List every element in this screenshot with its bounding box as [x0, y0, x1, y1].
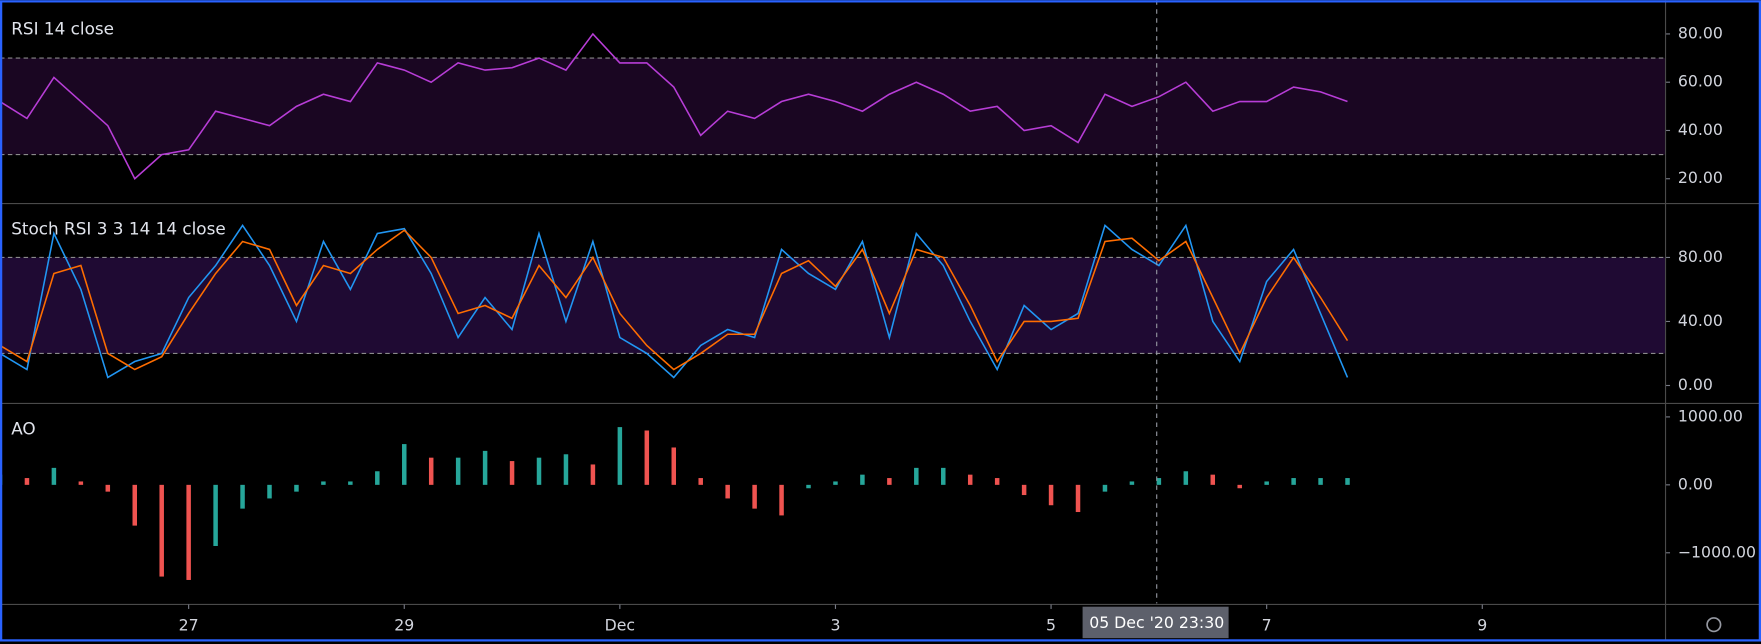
histogram-bar	[402, 444, 407, 485]
histogram-bar	[1291, 478, 1296, 485]
histogram-bar	[725, 484, 730, 499]
x-tick-label: 5	[1046, 615, 1056, 634]
pane-title: Stoch RSI 3 3 14 14 close	[11, 218, 226, 238]
band	[0, 257, 1666, 354]
y-tick-label: −1000.00	[1678, 542, 1756, 561]
line-series	[0, 32, 1348, 180]
histogram-bar	[186, 484, 191, 580]
y-tick-label: 40.00	[1678, 311, 1723, 330]
histogram-bar	[536, 457, 542, 485]
histogram-bar	[833, 481, 838, 485]
histogram-bar	[752, 484, 757, 509]
histogram-bar	[348, 481, 353, 485]
y-tick-label: 80.00	[1678, 23, 1723, 42]
histogram-bar	[617, 427, 623, 485]
crosshair-label-bg	[1082, 606, 1229, 639]
histogram-bar	[294, 484, 299, 492]
line-series	[0, 229, 1349, 371]
histogram-bar	[321, 481, 326, 485]
x-tick-label: 29	[394, 615, 414, 634]
histogram-bar	[671, 447, 677, 485]
y-tick-label: 20.00	[1678, 168, 1723, 187]
x-tick-label: 27	[179, 615, 199, 634]
histogram-bar	[105, 484, 111, 492]
x-tick-label: 7	[1262, 615, 1272, 634]
histogram-bar	[860, 474, 865, 485]
x-tick-label: 9	[1477, 615, 1487, 634]
histogram-bar	[994, 478, 1000, 485]
histogram-bar	[1318, 478, 1323, 485]
histogram-bar	[455, 457, 461, 485]
y-tick-label: 0.00	[1678, 375, 1713, 394]
histogram-bar	[428, 457, 434, 485]
y-tick-label: 40.00	[1678, 120, 1723, 139]
histogram-bar	[482, 450, 488, 485]
histogram-bar	[1264, 481, 1269, 485]
histogram-bar	[1183, 471, 1189, 485]
histogram-bar	[590, 464, 596, 485]
y-tick-label: 60.00	[1678, 72, 1723, 91]
histogram-bar	[132, 484, 137, 526]
histogram-bar	[1021, 484, 1027, 496]
y-tick-label: 80.00	[1678, 247, 1723, 266]
histogram-bar	[51, 467, 57, 485]
histogram-bar	[1129, 481, 1135, 485]
histogram-bar	[644, 430, 650, 485]
line-series	[0, 223, 1349, 379]
y-tick-label: 1000.00	[1678, 406, 1743, 425]
histogram-bar	[78, 481, 84, 485]
histogram-bar	[1075, 484, 1081, 513]
x-tick-label: 3	[830, 615, 840, 634]
x-tick-label: Dec	[605, 615, 635, 634]
crosshair-label: 05 Dec '20 23:30	[1089, 613, 1224, 632]
histogram-bar	[1156, 478, 1162, 485]
histogram-bar	[267, 484, 272, 499]
histogram-bar	[1345, 478, 1350, 485]
histogram-bar	[24, 478, 30, 485]
pane-title: RSI 14 close	[11, 18, 114, 38]
histogram-bar	[1210, 474, 1216, 485]
histogram-bar	[914, 467, 919, 485]
settings-icon	[1706, 617, 1722, 633]
histogram-bar	[887, 478, 892, 485]
histogram-bar	[967, 474, 973, 485]
histogram-bar	[159, 484, 164, 577]
histogram-bar	[1102, 484, 1108, 492]
histogram-bar	[698, 478, 703, 485]
histogram-bar	[509, 461, 515, 485]
histogram-bar	[213, 484, 218, 546]
histogram-bar	[806, 484, 811, 489]
histogram-bar	[1048, 484, 1054, 506]
pane-title: AO	[11, 418, 35, 438]
histogram-bar	[375, 471, 380, 485]
histogram-bar	[1237, 484, 1242, 489]
y-tick-label: 0.00	[1678, 474, 1713, 493]
histogram-bar	[563, 454, 569, 485]
histogram-bar	[240, 484, 245, 509]
histogram-bar	[779, 484, 784, 516]
histogram-bar	[941, 467, 946, 485]
band	[0, 58, 1666, 155]
